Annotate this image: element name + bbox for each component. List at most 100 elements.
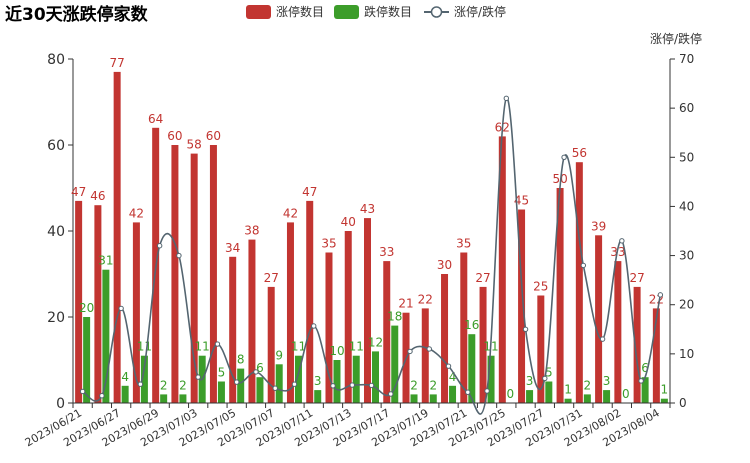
bar-label-limit-up: 60: [206, 129, 221, 143]
legend-label: 跌停数目: [364, 4, 412, 19]
bar-limit-up: [383, 261, 391, 403]
bar-label-limit-up: 34: [225, 241, 240, 255]
bar-label-limit-down: 16: [464, 318, 479, 332]
legend-item: 跌停数目: [334, 4, 412, 19]
bar-limit-down: [583, 394, 591, 403]
bar-label-limit-up: 39: [591, 219, 606, 233]
bar-limit-up: [267, 286, 275, 403]
bar-limit-up: [614, 261, 622, 403]
bar-limit-up: [229, 256, 237, 403]
bar-label-limit-up: 45: [514, 194, 529, 208]
bar-limit-down: [83, 317, 91, 403]
ratio-point: [99, 393, 105, 399]
bar-label-limit-up: 42: [129, 206, 144, 220]
ratio-point: [599, 336, 606, 342]
bar-label-limit-up: 47: [302, 185, 317, 199]
y-right-tick-label: 60: [679, 101, 694, 115]
bar-label-limit-up: 30: [437, 258, 452, 272]
bar-label-limit-down: 2: [410, 378, 418, 392]
y-left-tick-label: 20: [47, 310, 65, 326]
ratio-point: [619, 238, 625, 244]
bar-label-limit-down: 1: [661, 383, 669, 397]
bar-limit-down: [160, 394, 168, 403]
legend-item: 涨停数目: [246, 4, 324, 19]
ratio-point: [330, 383, 336, 389]
ratio-point: [214, 341, 221, 347]
ratio-point: [79, 388, 86, 395]
y-right-axis-label: 涨停/跌停: [650, 31, 702, 46]
bar-label-limit-down: 0: [622, 387, 630, 401]
bar-limit-up: [132, 222, 140, 403]
bar-label-limit-down: 2: [160, 378, 168, 392]
bar-limit-down: [314, 390, 322, 403]
bar-limit-up: [633, 286, 641, 403]
bar-label-limit-down: 20: [79, 301, 94, 315]
bar-limit-down: [179, 394, 187, 403]
bar-limit-up: [286, 222, 294, 403]
y-right-tick-label: 30: [679, 249, 694, 263]
ratio-point: [542, 375, 548, 382]
bar-limit-down: [256, 377, 264, 403]
bar-label-limit-up: 77: [110, 56, 125, 70]
bar-limit-down: [449, 385, 457, 403]
bar-label-limit-up: 46: [90, 189, 105, 203]
bar-label-limit-down: 6: [641, 361, 649, 375]
bar-limit-up: [498, 136, 506, 403]
bar-limit-down: [545, 381, 553, 403]
legend-label: 涨停数目: [276, 4, 324, 19]
y-left-tick-label: 0: [56, 396, 65, 412]
bar-limit-down: [352, 355, 360, 403]
bar-limit-down: [372, 351, 379, 403]
chart-title: 近30天涨跌停家数: [5, 4, 149, 25]
bar-label-limit-down: 2: [584, 378, 592, 392]
bar-label-limit-down: 1: [564, 383, 572, 397]
bar-limit-up: [595, 235, 603, 403]
y-left-tick-label: 40: [47, 224, 65, 240]
bar-limit-up: [537, 295, 545, 403]
bar-limit-down: [429, 394, 437, 403]
bar-limit-up: [75, 200, 83, 403]
ratio-point: [638, 378, 644, 384]
bar-limit-up: [421, 308, 429, 403]
bar-label-limit-up: 40: [341, 215, 356, 229]
ratio-point: [195, 374, 201, 380]
bar-label-limit-up: 38: [244, 224, 259, 238]
bar-label-limit-down: 31: [98, 254, 113, 268]
ratio-point: [407, 348, 413, 355]
legend-swatch: [334, 5, 359, 19]
bar-label-limit-up: 60: [167, 129, 182, 143]
ratio-point: [156, 243, 163, 249]
ratio-point: [426, 346, 432, 352]
ratio-point: [368, 382, 375, 389]
ratio-point: [388, 391, 394, 397]
bar-limit-down: [140, 355, 148, 403]
ratio-point: [118, 305, 124, 312]
ratio-line: [82, 97, 662, 415]
bar-label-limit-up: 64: [148, 112, 163, 126]
bar-label-limit-up: 47: [71, 185, 86, 199]
bar-label-limit-down: 11: [137, 340, 152, 354]
y-left-tick-label: 60: [47, 138, 65, 154]
bar-limit-up: [94, 205, 102, 403]
bar-label-limit-down: 3: [603, 374, 611, 388]
legend-item: 涨停/跌停: [424, 4, 506, 19]
bar-label-limit-down: 5: [218, 366, 226, 380]
bar-label-limit-up: 43: [360, 202, 375, 216]
y-right-tick-label: 50: [679, 150, 694, 164]
ratio-point: [657, 292, 664, 298]
bar-label-limit-down: 11: [349, 340, 364, 354]
legend-label: 涨停/跌停: [454, 4, 506, 19]
bar-limit-down: [294, 355, 302, 403]
bar-limit-up: [325, 252, 333, 403]
ratio-point: [311, 323, 317, 329]
bar-label-limit-up: 25: [533, 280, 548, 294]
bar-limit-up: [344, 231, 352, 403]
ratio-point: [291, 381, 298, 387]
bar-label-limit-up: 35: [321, 237, 336, 251]
bar-limit-down: [660, 398, 668, 403]
ratio-point: [349, 382, 355, 388]
bar-limit-down: [603, 390, 611, 403]
ratio-point: [445, 363, 452, 369]
